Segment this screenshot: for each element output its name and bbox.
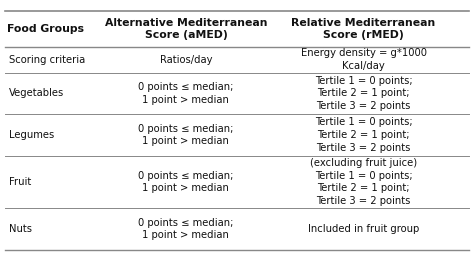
Text: Ratios/day: Ratios/day	[160, 55, 212, 65]
Text: Alternative Mediterranean
Score (aMED): Alternative Mediterranean Score (aMED)	[105, 18, 267, 40]
Text: Legumes: Legumes	[9, 130, 55, 140]
Text: 0 points ≤ median;
1 point > median: 0 points ≤ median; 1 point > median	[138, 218, 234, 240]
Text: Vegetables: Vegetables	[9, 89, 64, 98]
Bar	[114, 114, 258, 156]
Bar	[258, 156, 469, 208]
Bar	[5, 11, 114, 47]
Bar	[114, 73, 258, 114]
Text: Energy density = g*1000
Kcal/day: Energy density = g*1000 Kcal/day	[301, 48, 427, 71]
Bar	[5, 208, 114, 250]
Bar	[5, 114, 114, 156]
Text: Nuts: Nuts	[9, 224, 32, 234]
Text: 0 points ≤ median;
1 point > median: 0 points ≤ median; 1 point > median	[138, 82, 234, 105]
Text: Scoring criteria: Scoring criteria	[9, 55, 86, 65]
Bar	[258, 114, 469, 156]
Bar	[5, 73, 114, 114]
Text: Fruit: Fruit	[9, 177, 32, 187]
Text: Tertile 1 = 0 points;
Tertile 2 = 1 point;
Tertile 3 = 2 points: Tertile 1 = 0 points; Tertile 2 = 1 poin…	[315, 76, 412, 111]
Bar	[258, 11, 469, 47]
Bar	[114, 208, 258, 250]
Text: Food Groups: Food Groups	[7, 24, 84, 34]
Text: (excluding fruit juice)
Tertile 1 = 0 points;
Tertile 2 = 1 point;
Tertile 3 = 2: (excluding fruit juice) Tertile 1 = 0 po…	[310, 158, 417, 206]
Bar	[114, 11, 258, 47]
Text: 0 points ≤ median;
1 point > median: 0 points ≤ median; 1 point > median	[138, 124, 234, 146]
Text: Tertile 1 = 0 points;
Tertile 2 = 1 point;
Tertile 3 = 2 points: Tertile 1 = 0 points; Tertile 2 = 1 poin…	[315, 117, 412, 153]
Text: Included in fruit group: Included in fruit group	[308, 224, 419, 234]
Text: Relative Mediterranean
Score (rMED): Relative Mediterranean Score (rMED)	[292, 18, 436, 40]
Bar	[258, 73, 469, 114]
Bar	[114, 47, 258, 73]
Text: 0 points ≤ median;
1 point > median: 0 points ≤ median; 1 point > median	[138, 171, 234, 193]
Bar	[114, 156, 258, 208]
Bar	[258, 47, 469, 73]
Bar	[258, 208, 469, 250]
Bar	[5, 156, 114, 208]
Bar	[5, 47, 114, 73]
